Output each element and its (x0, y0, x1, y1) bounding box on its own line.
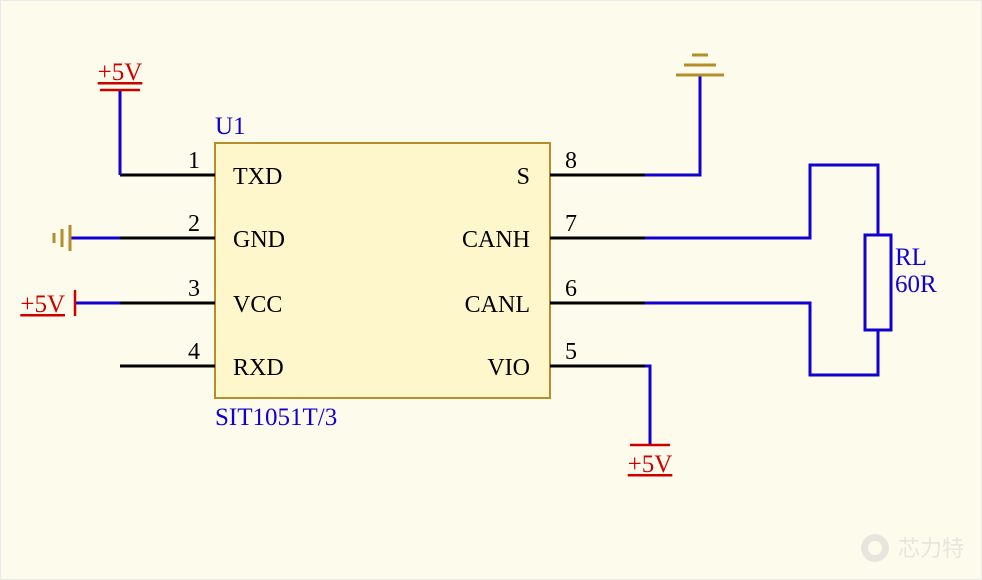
resistor-value: 60R (895, 271, 937, 298)
watermark-overlay: 芯力特 (861, 534, 964, 562)
pin-label-txd: TXD (233, 164, 282, 190)
svg-text:+5V: +5V (20, 291, 65, 318)
pin-num-3: 3 (188, 276, 200, 302)
svg-text:芯力特: 芯力特 (898, 536, 964, 561)
pin-label-rxd: RXD (233, 355, 284, 381)
pin-num-6: 6 (565, 276, 577, 302)
pin-label-s: S (517, 164, 530, 190)
pin-label-canh: CANH (462, 227, 530, 253)
pin-label-canl: CANL (465, 292, 530, 318)
pin-num-1: 1 (188, 148, 200, 174)
chip-designator: U1 (215, 113, 246, 140)
pin-label-vio: VIO (487, 355, 530, 381)
pin-label-vcc: VCC (233, 292, 282, 318)
rail-label-pin1: +5V (98, 59, 143, 86)
pin-num-7: 7 (565, 211, 577, 237)
pin-num-5: 5 (565, 339, 577, 365)
resistor-ref: RL (895, 244, 927, 271)
pin-num-2: 2 (188, 211, 200, 237)
pin-num-4: 4 (188, 339, 200, 365)
chip-part: SIT1051T/3 (215, 404, 337, 431)
pin-label-gnd: GND (233, 227, 285, 253)
svg-text:+5V: +5V (628, 451, 673, 478)
pin-num-8: 8 (565, 148, 577, 174)
